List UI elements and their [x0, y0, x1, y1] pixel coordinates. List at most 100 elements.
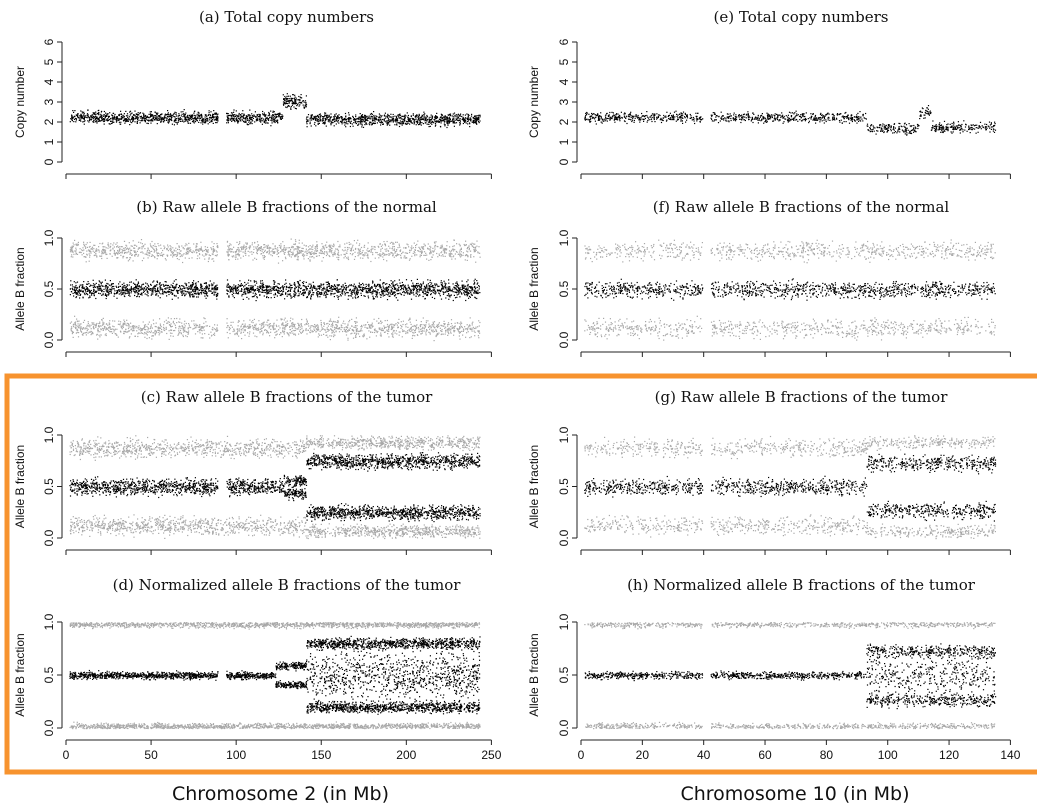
data-point — [947, 127, 948, 128]
data-point — [633, 116, 634, 117]
data-point — [373, 111, 374, 112]
data-point — [117, 250, 118, 251]
data-point — [209, 122, 210, 123]
data-point — [196, 326, 197, 327]
data-point — [619, 116, 620, 117]
data-point — [374, 116, 375, 117]
data-point — [990, 124, 991, 125]
data-point — [356, 118, 357, 119]
data-point — [404, 119, 405, 120]
data-point — [960, 126, 961, 127]
data-point — [848, 118, 849, 119]
data-point — [209, 326, 210, 327]
data-point — [953, 123, 954, 124]
data-point — [406, 121, 407, 122]
data-point — [85, 246, 86, 247]
data-point — [162, 250, 163, 251]
data-point — [149, 337, 150, 338]
data-point — [109, 116, 110, 117]
data-point — [124, 113, 125, 114]
data-point — [170, 325, 171, 326]
data-point — [989, 131, 990, 132]
data-point — [100, 326, 101, 327]
data-point — [976, 127, 977, 128]
data-point — [276, 116, 277, 117]
data-point — [274, 111, 275, 112]
data-point — [443, 120, 444, 121]
data-point — [476, 117, 477, 118]
data-point — [184, 119, 185, 120]
data-point — [775, 113, 776, 114]
data-point — [441, 122, 442, 123]
data-point — [71, 321, 72, 322]
data-point — [126, 257, 127, 258]
data-point — [88, 333, 89, 334]
data-point — [160, 325, 161, 326]
data-point — [372, 118, 373, 119]
data-point — [363, 127, 364, 128]
data-point — [231, 115, 232, 116]
data-point — [930, 112, 931, 113]
data-point — [196, 252, 197, 253]
data-point — [149, 331, 150, 332]
data-point — [320, 117, 321, 118]
data-point — [103, 322, 104, 323]
data-point — [855, 121, 856, 122]
data-point — [731, 120, 732, 121]
data-point — [476, 115, 477, 116]
data-point — [95, 287, 96, 288]
data-point — [101, 329, 102, 330]
data-point — [988, 126, 989, 127]
data-point — [73, 332, 74, 333]
data-point — [173, 287, 174, 288]
data-point — [744, 114, 745, 115]
data-point — [152, 254, 153, 255]
data-point — [913, 132, 914, 133]
data-point — [144, 115, 145, 116]
data-point — [634, 116, 635, 117]
data-point — [630, 113, 631, 114]
data-point — [473, 117, 474, 118]
data-point — [755, 117, 756, 118]
data-point — [178, 113, 179, 114]
data-point — [862, 120, 863, 121]
data-point — [338, 120, 339, 121]
data-point — [71, 256, 72, 257]
data-point — [388, 118, 389, 119]
data-point — [140, 112, 141, 113]
data-point — [131, 245, 132, 246]
data-point — [630, 112, 631, 113]
data-point — [103, 116, 104, 117]
data-point — [206, 282, 207, 283]
data-point — [447, 117, 448, 118]
data-point — [427, 119, 428, 120]
data-point — [646, 111, 647, 112]
data-point — [169, 289, 170, 290]
data-point — [292, 105, 293, 106]
data-point — [453, 121, 454, 122]
data-point — [897, 131, 898, 132]
data-point — [217, 117, 218, 118]
data-point — [73, 121, 74, 122]
data-point — [765, 120, 766, 121]
data-point — [80, 328, 81, 329]
data-point — [360, 123, 361, 124]
data-point — [73, 324, 74, 325]
data-point — [424, 113, 425, 114]
data-point — [909, 123, 910, 124]
data-point — [82, 121, 83, 122]
data-point — [194, 111, 195, 112]
data-point — [154, 256, 155, 257]
data-point — [909, 133, 910, 134]
data-point — [446, 127, 447, 128]
data-point — [167, 287, 168, 288]
data-point — [608, 118, 609, 119]
data-point — [95, 119, 96, 120]
data-point — [414, 122, 415, 123]
data-point — [612, 116, 613, 117]
data-point — [85, 117, 86, 118]
data-point — [159, 118, 160, 119]
data-point — [103, 328, 104, 329]
data-point — [89, 120, 90, 121]
data-point — [110, 285, 111, 286]
